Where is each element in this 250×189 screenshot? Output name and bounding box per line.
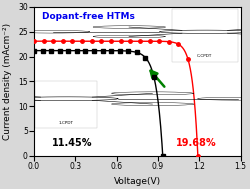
Text: C-CPDT: C-CPDT bbox=[197, 53, 212, 57]
Y-axis label: Current density (mAcm⁻²): Current density (mAcm⁻²) bbox=[4, 23, 13, 140]
Text: Dopant-free HTMs: Dopant-free HTMs bbox=[42, 12, 135, 21]
Text: 1-CPDT: 1-CPDT bbox=[59, 121, 74, 125]
Text: 11.45%: 11.45% bbox=[52, 138, 93, 148]
Bar bbox=[172, 9, 238, 61]
Bar bbox=[36, 81, 97, 129]
X-axis label: Voltage(V): Voltage(V) bbox=[114, 177, 161, 186]
Text: 19.68%: 19.68% bbox=[176, 138, 217, 148]
